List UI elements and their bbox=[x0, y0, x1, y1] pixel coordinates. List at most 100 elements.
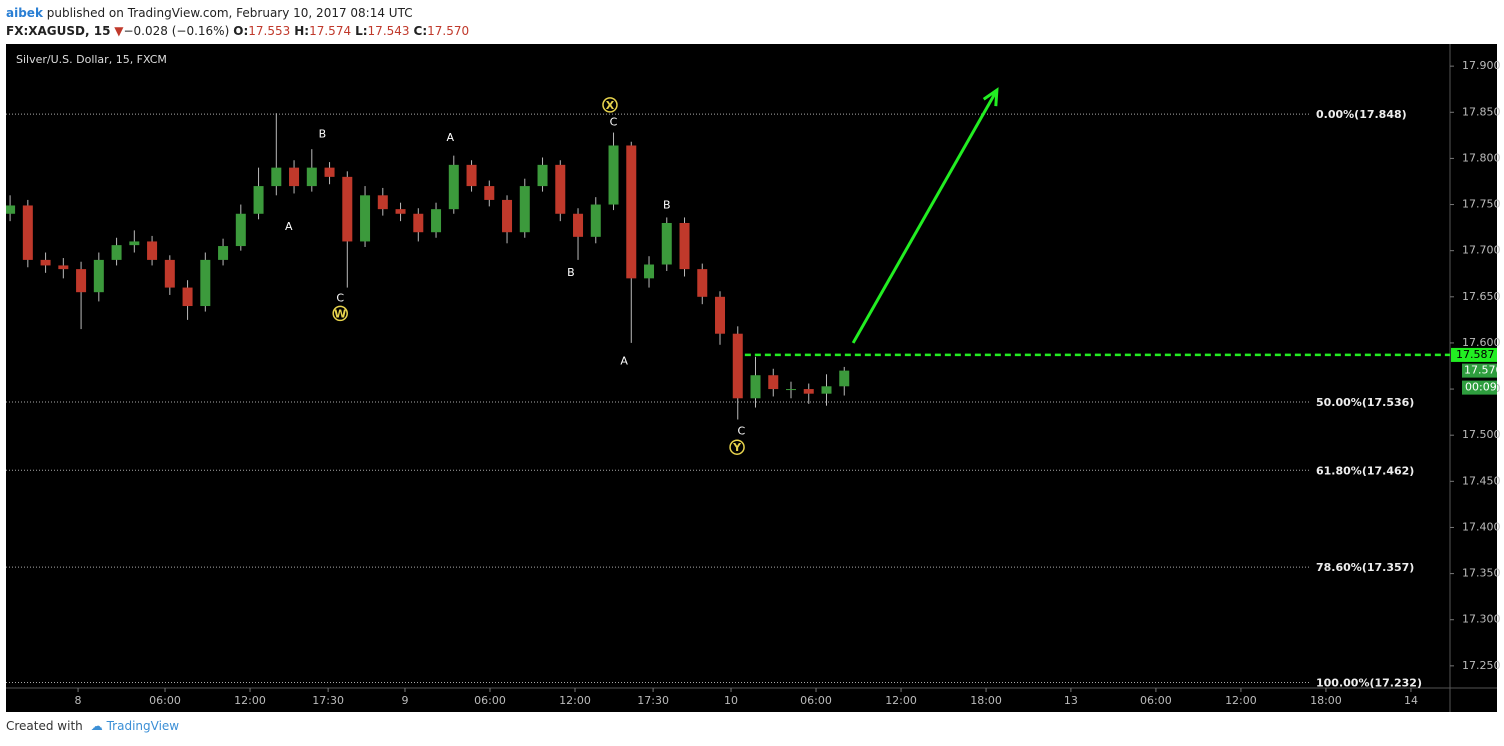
wave-label: C bbox=[737, 425, 745, 438]
x-tick-label: 9 bbox=[401, 694, 408, 707]
arrow bbox=[851, 89, 999, 344]
candle-body bbox=[803, 389, 814, 394]
fib-label: 100.00%(17.232) bbox=[1316, 676, 1422, 689]
y-tick-label: 17.450 bbox=[1462, 474, 1501, 487]
wave-label: C bbox=[336, 292, 344, 305]
candle-body bbox=[786, 389, 797, 391]
candle-body bbox=[93, 259, 104, 293]
candle-body bbox=[200, 259, 211, 307]
candle-body bbox=[821, 386, 832, 394]
candle-body bbox=[608, 145, 619, 205]
x-tick-label: 06:00 bbox=[1140, 694, 1172, 707]
candle-body bbox=[129, 241, 140, 246]
y-tick-label: 17.850 bbox=[1462, 105, 1501, 118]
candle-body bbox=[218, 246, 229, 260]
x-tick-label: 10 bbox=[724, 694, 738, 707]
y-tick-label: 17.400 bbox=[1462, 520, 1501, 533]
candle-body bbox=[466, 164, 477, 187]
candle-body bbox=[679, 222, 690, 270]
candle-body bbox=[697, 269, 708, 297]
x-tick-label: 17:30 bbox=[312, 694, 344, 707]
candle-body bbox=[431, 209, 442, 233]
candle-body bbox=[395, 209, 406, 214]
fib-label: 0.00%(17.848) bbox=[1316, 108, 1407, 121]
candle-body bbox=[324, 167, 335, 177]
chart-title: Silver/U.S. Dollar, 15, FXCM bbox=[16, 53, 167, 66]
fib-label: 78.60%(17.357) bbox=[1316, 561, 1414, 574]
y-tick-label: 17.250 bbox=[1462, 659, 1501, 672]
y-tick-label: 17.350 bbox=[1462, 567, 1501, 580]
ohlc-value: 17.553 bbox=[248, 24, 291, 38]
y-tick-label: 17.300 bbox=[1462, 613, 1501, 626]
brand-link[interactable]: ☁ TradingView bbox=[90, 719, 180, 733]
wave-label: X bbox=[606, 99, 615, 112]
fib-label: 61.80%(17.462) bbox=[1316, 464, 1414, 477]
candle-body bbox=[590, 204, 601, 237]
y-tick-label: 17.600 bbox=[1462, 336, 1501, 349]
x-tick-label: 12:00 bbox=[1225, 694, 1257, 707]
candle-body bbox=[40, 259, 51, 266]
candle-body bbox=[626, 145, 637, 279]
footer: Created with ☁ TradingView bbox=[6, 719, 179, 733]
price-tag bbox=[1451, 347, 1497, 362]
countdown-tag bbox=[1462, 380, 1497, 395]
header-line: FX:XAGUSD, 15 ▼−0.028 (−0.16%) O:17.553 H:… bbox=[6, 22, 469, 40]
wave-label: C bbox=[610, 116, 618, 129]
x-tick-label: 06:00 bbox=[474, 694, 506, 707]
arrow-head bbox=[982, 87, 999, 107]
ohlc-value: 17.543 bbox=[367, 24, 410, 38]
wave-label: B bbox=[319, 127, 327, 140]
candle-body bbox=[235, 213, 246, 247]
candle-body bbox=[253, 186, 264, 214]
candle-body bbox=[360, 195, 371, 242]
change: −0.028 (−0.16%) bbox=[123, 24, 230, 38]
candle-body bbox=[147, 241, 158, 260]
price-tag bbox=[1462, 363, 1497, 378]
header: aibek published on TradingView.com, Febr… bbox=[6, 4, 469, 40]
candle-body bbox=[22, 205, 33, 260]
ohlc-key: C: bbox=[413, 24, 428, 38]
candle-body bbox=[271, 167, 282, 187]
brand[interactable]: TradingView bbox=[106, 719, 180, 733]
y-tick-label: 17.800 bbox=[1462, 151, 1501, 164]
candle-body bbox=[661, 222, 672, 265]
x-tick-label: 8 bbox=[75, 694, 82, 707]
candle-body bbox=[377, 195, 388, 210]
candle-body bbox=[732, 333, 743, 399]
plot: 0.00%(17.848) 50.00%(17.536) 61.80%(17.462… bbox=[6, 87, 1422, 689]
candle-body bbox=[289, 167, 300, 187]
candle-body bbox=[519, 186, 530, 233]
candle-body bbox=[76, 269, 87, 293]
price-tag-label: 17.570 bbox=[1464, 364, 1503, 377]
ohlc-key: L: bbox=[355, 24, 368, 38]
wave-circle bbox=[729, 439, 745, 455]
header-line: aibek published on TradingView.com, Febr… bbox=[6, 4, 469, 22]
wave-label: B bbox=[567, 266, 575, 279]
y-tick-label: 17.900 bbox=[1462, 59, 1501, 72]
candle-body bbox=[58, 265, 69, 270]
wave-circle bbox=[602, 97, 618, 113]
candle-body bbox=[715, 296, 726, 334]
author[interactable]: aibek bbox=[6, 6, 43, 20]
published: published on TradingView.com, February 1… bbox=[46, 6, 413, 20]
wave-label: A bbox=[620, 354, 628, 367]
ohlc-value: 17.570 bbox=[427, 24, 470, 38]
y-tick-label: 17.650 bbox=[1462, 290, 1501, 303]
candle-body bbox=[555, 164, 566, 214]
x-tick-label: 06:00 bbox=[149, 694, 181, 707]
wave-circle bbox=[332, 305, 348, 322]
x-tick-label: 14 bbox=[1404, 694, 1418, 707]
x-tick-label: 17:30 bbox=[637, 694, 669, 707]
candle-body bbox=[182, 287, 193, 307]
y-tick-label: 17.500 bbox=[1462, 428, 1501, 441]
wave-label: W bbox=[334, 307, 346, 320]
x-tick-label: 13 bbox=[1064, 694, 1078, 707]
x-tick-label: 12:00 bbox=[559, 694, 591, 707]
created-with: Created with bbox=[6, 719, 83, 733]
x-tick-label: 12:00 bbox=[885, 694, 917, 707]
fib-label: 50.00%(17.536) bbox=[1316, 396, 1414, 409]
x-tick-label: 12:00 bbox=[234, 694, 266, 707]
candle-body bbox=[644, 264, 655, 279]
